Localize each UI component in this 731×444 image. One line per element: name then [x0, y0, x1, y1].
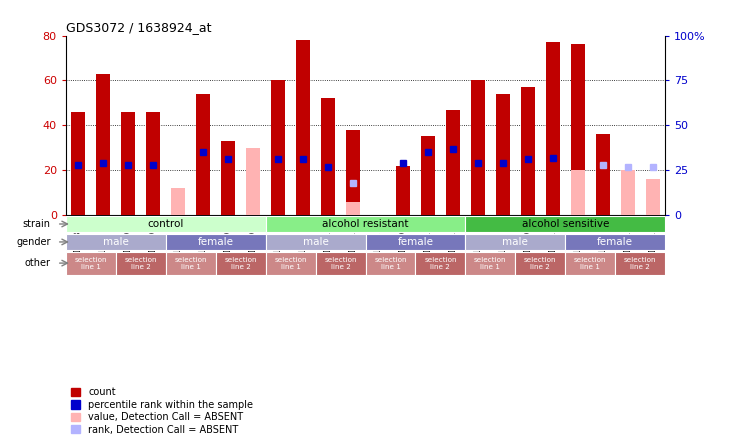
Text: selection
line 1: selection line 1 [574, 257, 607, 270]
Bar [66, 234, 166, 250]
Bar [571, 170, 585, 215]
Text: selection
line 1: selection line 1 [274, 257, 307, 270]
Bar [166, 252, 216, 274]
Bar [216, 252, 265, 274]
Bar [446, 110, 460, 215]
Text: other: other [25, 258, 50, 268]
Bar [346, 202, 360, 215]
Bar [466, 234, 565, 250]
Bar [171, 188, 185, 215]
Text: gender: gender [16, 237, 50, 247]
Bar [96, 74, 110, 215]
Text: GDS3072 / 1638924_at: GDS3072 / 1638924_at [66, 21, 211, 34]
Text: male: male [303, 237, 328, 247]
Bar [616, 252, 665, 274]
Text: selection
line 2: selection line 2 [224, 257, 257, 270]
Bar [265, 216, 466, 232]
Bar [296, 40, 310, 215]
Bar [496, 94, 510, 215]
Bar [565, 234, 665, 250]
Text: alcohol sensitive: alcohol sensitive [522, 219, 609, 229]
Bar [466, 252, 515, 274]
Bar [366, 234, 466, 250]
Bar [271, 80, 285, 215]
Text: female: female [398, 237, 433, 247]
Text: selection
line 2: selection line 2 [424, 257, 457, 270]
Legend: count, percentile rank within the sample, value, Detection Call = ABSENT, rank, : count, percentile rank within the sample… [71, 388, 253, 435]
Bar [166, 234, 265, 250]
Bar [246, 148, 260, 215]
Bar [197, 94, 210, 215]
Bar [415, 252, 466, 274]
Text: selection
line 2: selection line 2 [325, 257, 357, 270]
Text: male: male [103, 237, 129, 247]
Bar [596, 134, 610, 215]
Text: strain: strain [23, 219, 50, 229]
Bar [471, 80, 485, 215]
Bar [115, 252, 166, 274]
Text: alcohol resistant: alcohol resistant [322, 219, 409, 229]
Bar [265, 234, 366, 250]
Text: selection
line 1: selection line 1 [75, 257, 107, 270]
Bar [366, 252, 415, 274]
Text: control: control [148, 219, 184, 229]
Bar [321, 98, 335, 215]
Bar [521, 87, 534, 215]
Bar [646, 179, 659, 215]
Text: male: male [502, 237, 529, 247]
Text: selection
line 2: selection line 2 [524, 257, 556, 270]
Text: selection
line 2: selection line 2 [624, 257, 656, 270]
Bar [221, 141, 235, 215]
Bar [421, 136, 435, 215]
Bar [66, 252, 115, 274]
Bar [316, 252, 366, 274]
Bar [546, 42, 560, 215]
Bar [621, 170, 635, 215]
Bar [265, 252, 316, 274]
Bar [396, 166, 410, 215]
Bar [571, 44, 585, 215]
Bar [565, 252, 616, 274]
Text: selection
line 2: selection line 2 [124, 257, 157, 270]
Text: female: female [597, 237, 633, 247]
Text: selection
line 1: selection line 1 [175, 257, 207, 270]
Bar [121, 112, 135, 215]
Bar [146, 112, 160, 215]
Text: female: female [197, 237, 234, 247]
Text: selection
line 1: selection line 1 [374, 257, 406, 270]
Bar [466, 216, 665, 232]
Bar [515, 252, 565, 274]
Bar [72, 112, 85, 215]
Bar [66, 216, 265, 232]
Bar [346, 130, 360, 215]
Text: selection
line 1: selection line 1 [474, 257, 507, 270]
